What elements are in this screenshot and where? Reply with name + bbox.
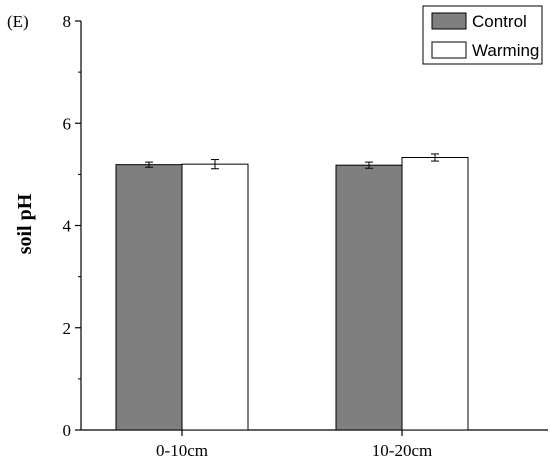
y-tick-label: 8: [63, 12, 72, 31]
panel-label: (E): [7, 12, 29, 31]
y-ticks: 0 2 4 6 8: [63, 12, 81, 440]
y-tick-label: 6: [63, 114, 72, 133]
x-ticks: 0-10cm 10-20cm: [156, 430, 432, 460]
legend-label-warming: Warming: [472, 41, 539, 60]
y-axis-label: soil pH: [14, 193, 36, 254]
y-tick-label: 0: [63, 421, 72, 440]
bar-warming-1: [401, 157, 469, 431]
legend-label-control: Control: [472, 12, 527, 31]
y-tick-label: 2: [63, 319, 72, 338]
bar-warming-0: [181, 163, 249, 431]
legend-swatch-control: [431, 12, 467, 30]
y-axis: 0 2 4 6 8: [63, 12, 82, 440]
bars: [115, 153, 469, 431]
bar-control-1: [335, 164, 403, 431]
bar-control-0: [115, 164, 183, 431]
legend: Control Warming: [422, 5, 543, 65]
y-tick-label: 4: [63, 217, 72, 236]
x-tick-label: 10-20cm: [372, 441, 432, 460]
x-tick-label: 0-10cm: [156, 441, 208, 460]
legend-swatch-warming: [431, 41, 467, 59]
x-axis: 0-10cm 10-20cm: [81, 429, 548, 460]
